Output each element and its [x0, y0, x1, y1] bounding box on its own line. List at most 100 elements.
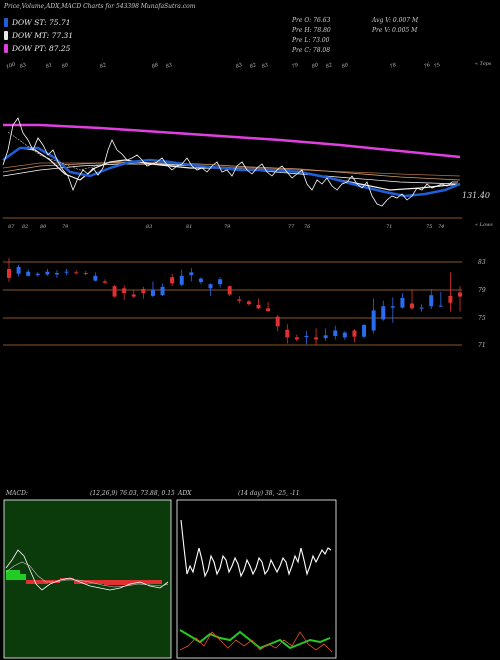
candle-body — [227, 286, 232, 295]
adx-panel — [176, 499, 337, 659]
candle-body — [419, 307, 424, 309]
low-label: 74 — [438, 224, 445, 230]
dow-st-line — [2, 146, 461, 198]
top-price-lines — [2, 117, 461, 207]
candle-body — [16, 266, 21, 274]
ema-slow-2 — [2, 161, 461, 181]
candle-body — [266, 308, 271, 312]
tops-tag: « Tops — [475, 61, 492, 67]
candle-body — [390, 306, 395, 308]
legend-label-mt: DOW MT: 77.31 — [12, 30, 74, 40]
candle-body — [179, 275, 184, 285]
low-label: 77 — [288, 224, 295, 230]
candle-panel — [3, 217, 462, 346]
legend-dow-st: DOW ST: 75.71 — [4, 17, 71, 27]
macd-bar — [132, 580, 162, 584]
candle-body — [458, 292, 462, 297]
candle-body — [333, 330, 338, 337]
adx-minus-di — [179, 631, 333, 653]
y-tick-71: 71 — [478, 342, 486, 349]
adx-line — [180, 519, 332, 578]
macd-background — [3, 499, 172, 659]
candle-body — [74, 272, 79, 274]
dow-pt-line — [3, 123, 461, 159]
candle-body — [275, 316, 280, 327]
candle-body — [102, 281, 107, 283]
candle-body — [131, 294, 136, 297]
candle-body — [93, 275, 98, 281]
macd-bar — [20, 574, 26, 580]
candle-body — [342, 332, 347, 338]
macd-bar — [6, 570, 20, 580]
candle-body — [45, 271, 50, 275]
low-label: 80 — [40, 224, 47, 230]
legend-swatch-st — [4, 17, 8, 27]
candle-body — [35, 273, 40, 276]
candle-body — [198, 278, 203, 283]
candle-body — [122, 288, 127, 294]
candle-body — [112, 286, 117, 297]
candle-body — [54, 273, 59, 275]
candle-body — [150, 289, 155, 296]
candle-body — [371, 310, 376, 331]
candle-body — [141, 288, 146, 294]
candle-body — [189, 272, 194, 276]
quote-pre-close: Pre C: 78.08 — [292, 47, 331, 54]
low-label: 76 — [304, 224, 311, 230]
candle-body — [294, 337, 299, 340]
candle-body — [323, 335, 328, 339]
quote-pre-high: Pre H: 78.80 — [292, 27, 331, 34]
low-label: 79 — [224, 224, 231, 230]
macd-signal-line — [5, 561, 169, 588]
low-label: 83 — [146, 224, 153, 230]
adx-background — [176, 499, 337, 659]
macd-bar — [104, 580, 132, 585]
candle-body — [438, 305, 443, 307]
macd-bar — [48, 580, 60, 583]
last-value-label: 131.40 — [462, 191, 490, 200]
y-tick-75: 75 — [478, 315, 486, 322]
low-label: 87 — [8, 224, 15, 230]
trend-marker — [7, 131, 121, 171]
candle-body — [448, 295, 453, 303]
candle-body — [237, 299, 242, 301]
candle-body — [304, 336, 309, 338]
candle-body — [362, 324, 367, 337]
candle-body — [246, 301, 251, 305]
macd-label: MACD: — [6, 490, 28, 497]
low-label: 81 — [186, 224, 193, 230]
quote-pre-volume: Pre V: 0.005 M — [372, 27, 418, 34]
macd-values: (12,26,9) 76.03, 73.88, 0.15 — [90, 490, 175, 497]
low-label: 71 — [386, 224, 393, 230]
macd-bar — [26, 580, 48, 584]
adx-label: ADX — [178, 490, 192, 497]
legend-swatch-pt — [4, 43, 8, 53]
chart-title: Price,Volume,ADX,MACD Charts for 543398 … — [4, 3, 196, 10]
candle-body — [208, 284, 213, 289]
candle-body — [7, 268, 11, 278]
legend-swatch-mt — [4, 30, 8, 40]
candle-body — [410, 303, 415, 309]
adx-values: (14 day) 38, -25, -11 — [238, 490, 300, 497]
dow-mt-line — [2, 147, 461, 191]
lows-tag: « Lows — [475, 222, 493, 228]
legend-label-st: DOW ST: 75.71 — [12, 17, 71, 27]
candle-body — [352, 330, 357, 337]
candle-body — [429, 295, 434, 307]
low-label: 79 — [62, 224, 69, 230]
legend-dow-pt: DOW PT: 87.25 — [4, 43, 70, 53]
quote-avg-volume: Avg V: 0.007 M — [372, 17, 419, 24]
quote-pre-open: Pre O: 76.63 — [292, 17, 331, 24]
y-tick-83: 83 — [478, 259, 486, 266]
candle-body — [170, 277, 175, 284]
price-line — [2, 117, 458, 207]
candle-body — [83, 273, 88, 275]
candle-body — [160, 286, 165, 296]
candle-body — [256, 304, 261, 309]
y-tick-79: 79 — [478, 287, 486, 294]
macd-panel — [3, 499, 172, 659]
candle-body — [400, 297, 405, 308]
quote-pre-low: Pre L: 73.00 — [292, 37, 330, 44]
legend-label-pt: DOW PT: 87.25 — [12, 43, 71, 53]
